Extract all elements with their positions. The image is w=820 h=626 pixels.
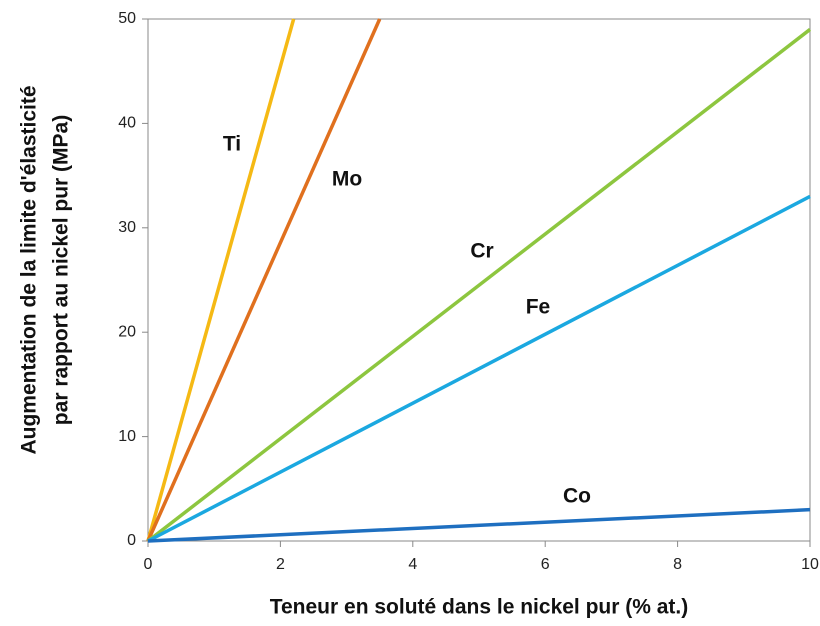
x-tick-label: 0 [144,556,153,573]
y-tick-label: 10 [118,428,136,445]
series-label: Fe [526,296,551,319]
series-line [146,28,812,543]
x-tick-label: 10 [801,556,819,573]
series-line [146,18,382,542]
series-label: Ti [223,133,241,156]
y-tick-label: 40 [118,115,136,132]
series-label: Co [563,485,591,508]
y-axis-title: Augmentation de la limite d'élasticité [18,85,41,454]
y-tick-label: 30 [118,219,136,236]
x-tick-label: 2 [276,556,285,573]
series-label: Cr [470,240,493,263]
plot-frame [147,18,811,542]
series-line [147,194,811,543]
y-axis-title: par rapport au nickel pur (MPa) [50,115,73,425]
x-tick-label: 8 [673,556,682,573]
series-line [146,18,296,542]
series-line [147,507,811,543]
y-tick-label: 50 [118,10,136,27]
y-tick-label: 20 [118,323,136,340]
x-tick-label: 6 [541,556,550,573]
series-label: Mo [332,168,362,191]
x-tick-label: 4 [408,556,417,573]
x-axis-title: Teneur en soluté dans le nickel pur (% a… [270,596,689,619]
y-tick-label: 0 [127,532,136,549]
